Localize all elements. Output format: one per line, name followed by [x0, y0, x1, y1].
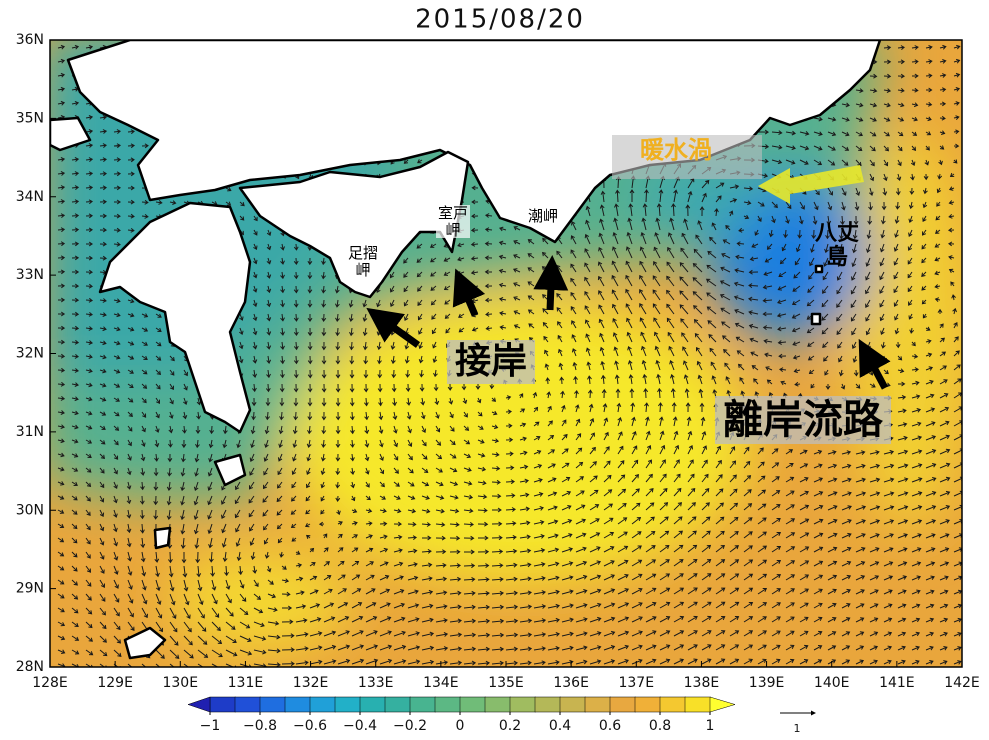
colorbar-swatch [209, 696, 236, 713]
shiono-label: 潮岬 [528, 207, 559, 225]
lon-tick-label: 133E [358, 675, 394, 691]
warm-eddy-label: 暖水渦 [640, 136, 712, 164]
colorbar-swatch [484, 696, 511, 713]
colorbar-swatch [309, 696, 336, 713]
colorbar-swatch [434, 696, 461, 713]
colorbar-swatch [409, 696, 436, 713]
lon-tick-label: 135E [488, 675, 524, 691]
colorbar-swatch [534, 696, 561, 713]
colorbar-over [709, 696, 736, 713]
offshore-path-label: 離岸流路 [715, 396, 891, 444]
colorbar-swatch [259, 696, 286, 713]
lat-tick-label: 31N [16, 424, 44, 440]
current-vectors [57, 43, 962, 667]
reference-vector-label: 1 [794, 722, 801, 735]
colorbar-swatch [509, 696, 536, 713]
lon-tick-label: 141E [879, 675, 915, 691]
colorbar-tick-label: −0.2 [393, 718, 427, 734]
lon-tick-label: 142E [944, 675, 980, 691]
lon-tick-label: 140E [814, 675, 850, 691]
colorbar-swatch [634, 696, 661, 713]
lat-tick-label: 32N [16, 346, 44, 362]
colorbar-tick-label: −0.4 [343, 718, 377, 734]
colorbar-tick-label: −0.8 [243, 718, 277, 734]
lon-tick-label: 138E [684, 675, 720, 691]
lon-tick-label: 128E [32, 675, 68, 691]
land [50, 40, 882, 660]
colorbar-swatch [234, 696, 261, 713]
colorbar-tick-label: 0.6 [599, 718, 621, 734]
colorbar-under [187, 696, 211, 713]
colorbar-swatch [559, 696, 586, 713]
lat-tick-label: 30N [16, 502, 44, 518]
lat-tick-label: 35N [16, 110, 44, 126]
lat-tick-label: 36N [16, 32, 44, 48]
lon-tick-label: 139E [749, 675, 785, 691]
colorbar-swatch [359, 696, 386, 713]
colorbar-swatch [684, 696, 711, 713]
lat-tick-label: 29N [16, 581, 44, 597]
colorbar-tick-label: 0.2 [499, 718, 521, 734]
annotation-arrows [366, 165, 891, 390]
lon-tick-label: 132E [293, 675, 329, 691]
colorbar-tick-label: 1 [706, 718, 715, 734]
colorbar-swatch [284, 696, 311, 713]
colorbar-tick-label: 0 [456, 718, 465, 734]
colorbar-tick-label: 0.4 [549, 718, 571, 734]
hachijo-label: 八丈島 [814, 221, 859, 271]
colorbar-swatch [459, 696, 486, 713]
lon-tick-label: 134E [423, 675, 459, 691]
lon-tick-label: 130E [162, 675, 198, 691]
colorbar-tick-label: −1 [200, 718, 221, 734]
lon-tick-label: 129E [97, 675, 133, 691]
lat-tick-label: 34N [16, 189, 44, 205]
ashizuri-label: 足摺岬 [346, 244, 380, 279]
lat-tick-label: 28N [16, 659, 44, 675]
lon-tick-label: 137E [618, 675, 654, 691]
colorbar-swatch [334, 696, 361, 713]
muroto-label: 室戸岬 [436, 204, 470, 239]
lon-tick-label: 131E [228, 675, 264, 691]
lat-tick-label: 33N [16, 267, 44, 283]
colorbar-swatch [659, 696, 686, 713]
colorbar-swatch [584, 696, 611, 713]
map-title: 2015/08/20 [415, 5, 585, 35]
colorbar-swatch [609, 696, 636, 713]
colorbar-swatch [384, 696, 411, 713]
approach-label: 接岸 [447, 340, 536, 384]
colorbar-tick-label: −0.6 [293, 718, 327, 734]
lon-tick-label: 136E [553, 675, 589, 691]
colorbar-tick-label: 0.8 [649, 718, 671, 734]
